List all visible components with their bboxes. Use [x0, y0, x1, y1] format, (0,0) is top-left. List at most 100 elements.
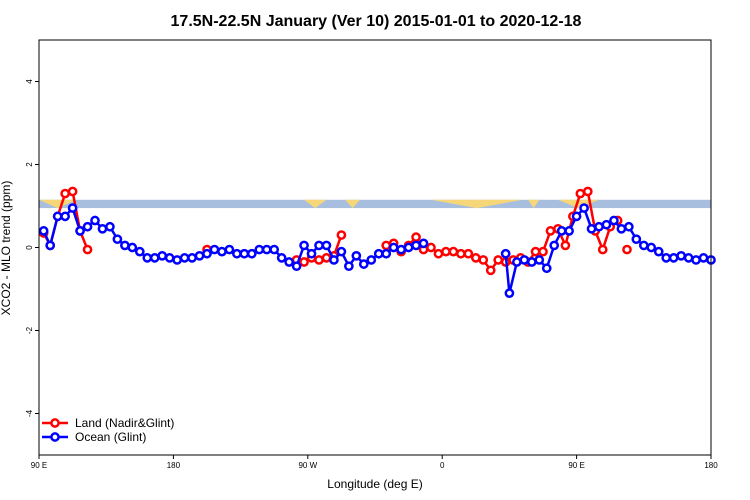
land-band-segment	[39, 199, 77, 209]
data-point	[698, 253, 709, 263]
legend-swatch-marker	[50, 418, 60, 428]
data-point	[344, 261, 354, 272]
x-tick-label: 90 E	[568, 461, 584, 470]
data-point	[45, 240, 56, 251]
data-point	[411, 232, 421, 242]
data-point	[396, 244, 406, 255]
data-point	[134, 246, 145, 257]
data-point	[112, 234, 123, 245]
data-point	[597, 244, 608, 255]
data-point	[538, 246, 548, 257]
data-point	[269, 244, 280, 255]
data-point	[105, 221, 115, 232]
data-point	[526, 257, 537, 267]
data-point	[239, 248, 250, 259]
data-point	[246, 248, 257, 259]
x-tick-label: 0	[440, 461, 445, 470]
data-point	[691, 255, 701, 265]
data-point	[485, 265, 496, 276]
data-point	[82, 221, 93, 232]
land-band-segment	[528, 199, 540, 209]
land-band-segment	[304, 199, 327, 209]
y-axis: -4 -2 0 2 4	[25, 79, 39, 417]
data-point	[172, 255, 182, 265]
data-point	[75, 226, 85, 236]
legend-label: Ocean (Glint)	[75, 430, 146, 444]
data-point	[549, 240, 560, 251]
data-point	[456, 248, 466, 259]
data-point	[284, 257, 294, 267]
land-band-segment	[345, 199, 361, 209]
data-point	[60, 211, 70, 222]
data-point	[388, 242, 399, 253]
data-point	[164, 253, 175, 263]
data-point	[373, 248, 384, 259]
data-point	[519, 255, 530, 265]
x-tick-label: 180	[704, 461, 718, 470]
data-point	[403, 242, 414, 253]
legend-swatch-marker	[50, 432, 60, 442]
data-point	[336, 246, 347, 257]
data-point	[463, 248, 474, 259]
series-line	[42, 205, 424, 269]
data-point	[366, 255, 377, 265]
data-point	[493, 255, 504, 265]
data-point	[571, 211, 582, 222]
data-point	[187, 253, 197, 263]
land-band-segment	[431, 199, 523, 209]
data-point	[638, 240, 649, 251]
data-point	[52, 211, 63, 222]
data-point	[194, 250, 205, 261]
data-point	[530, 246, 541, 257]
data-point	[358, 259, 369, 269]
legend-label: Land (Nadir&Glint)	[75, 416, 174, 430]
data-point	[381, 240, 392, 251]
data-point	[224, 244, 235, 255]
data-point	[582, 186, 593, 197]
data-point	[202, 248, 212, 259]
data-point	[336, 230, 347, 240]
data-point	[601, 219, 612, 230]
data-point	[512, 257, 522, 267]
data-point	[441, 246, 451, 257]
data-point	[426, 242, 436, 253]
x-tick-label: 90 E	[31, 461, 47, 470]
data-point	[127, 242, 138, 253]
data-point	[646, 242, 657, 253]
data-point	[209, 244, 220, 255]
data-point	[564, 226, 574, 236]
data-point	[90, 215, 100, 226]
data-point	[541, 263, 552, 274]
data-point	[157, 250, 168, 261]
data-point	[67, 186, 78, 197]
data-point	[631, 234, 642, 245]
data-point	[418, 238, 429, 249]
data-point	[624, 221, 634, 232]
data-point	[67, 203, 78, 213]
data-point	[321, 253, 332, 263]
data-point	[668, 253, 679, 263]
data-point	[82, 244, 93, 255]
data-point	[560, 240, 571, 251]
x-axis-label: Longitude (deg E)	[327, 477, 422, 491]
data-point	[586, 223, 597, 234]
y-axis-label: XCO2 - MLO trend (ppm)	[0, 181, 13, 316]
data-point	[351, 250, 362, 261]
data-point	[261, 244, 272, 255]
data-point	[661, 253, 672, 263]
data-point	[232, 248, 242, 259]
data-point	[321, 240, 332, 251]
x-tick-label: 90 W	[298, 461, 317, 470]
data-point	[545, 226, 556, 236]
data-point	[683, 253, 694, 263]
data-point	[448, 246, 459, 257]
data-point	[575, 188, 586, 199]
data-point	[254, 244, 265, 255]
data-point	[594, 221, 604, 232]
data-point	[306, 248, 317, 259]
data-point	[60, 188, 70, 199]
data-point	[329, 255, 339, 265]
land-ocean-band	[39, 199, 711, 209]
data-point	[120, 240, 130, 251]
